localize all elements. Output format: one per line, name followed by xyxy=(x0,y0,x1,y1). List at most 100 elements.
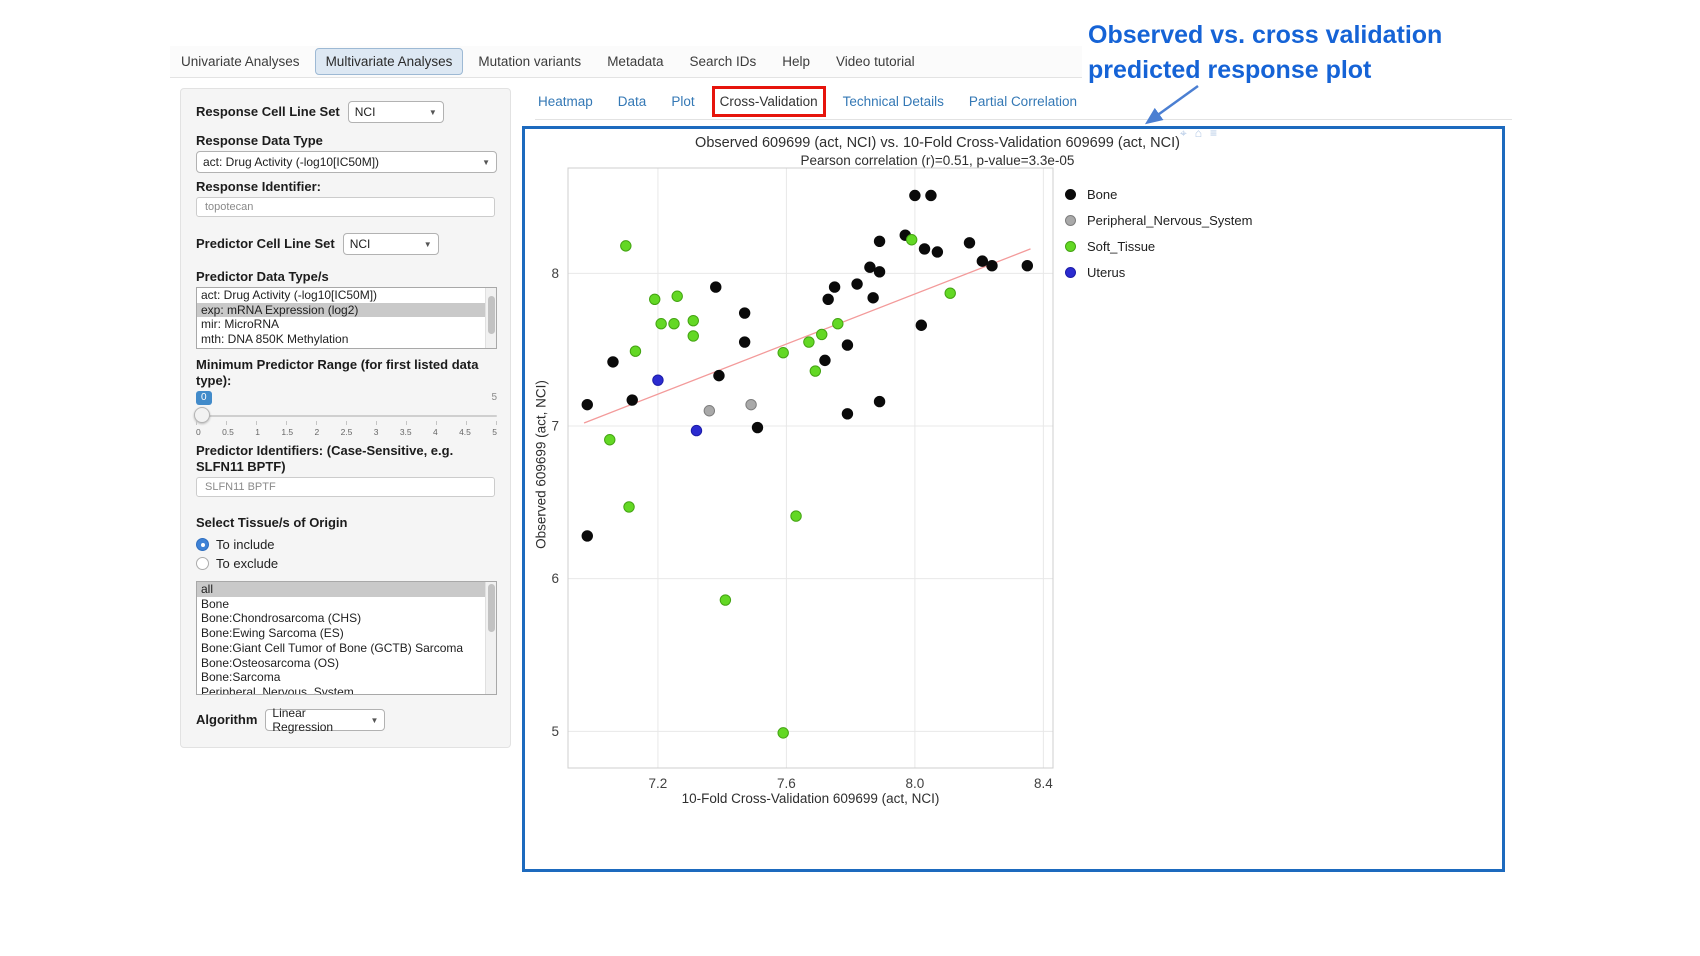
chart-subtitle: Pearson correlation (r)=0.51, p-value=3.… xyxy=(800,153,1075,168)
nav-tab-mutation-variants[interactable]: Mutation variants xyxy=(478,54,582,69)
response-cell-line-set-label: Response Cell Line Set xyxy=(196,104,340,119)
svg-text:8: 8 xyxy=(551,266,559,281)
algorithm-select[interactable]: Linear Regression ▼ xyxy=(265,706,386,734)
svg-text:5: 5 xyxy=(551,724,559,739)
list-item[interactable]: act: Drug Activity (-log10[IC50M]) xyxy=(201,288,378,302)
svg-text:6: 6 xyxy=(551,571,559,586)
svg-text:7.6: 7.6 xyxy=(777,776,796,791)
predictor-data-types-listbox[interactable]: act: Drug Activity (-log10[IC50M]) exp: … xyxy=(196,287,497,349)
legend-label: Bone xyxy=(1087,187,1118,202)
crosshair-icon[interactable]: ⌖ xyxy=(1180,126,1195,140)
svg-text:7: 7 xyxy=(551,419,559,434)
scrollbar[interactable] xyxy=(485,288,496,348)
predictor-identifiers-label: Predictor Identifiers: (Case-Sensitive, … xyxy=(196,443,454,474)
slider-tick-labels: 0 0.5 1 1.5 2 2.5 3 3.5 4 4.5 5 xyxy=(196,427,497,437)
nav-tab-multivariate-analyses[interactable]: Multivariate Analyses xyxy=(314,48,464,75)
home-icon[interactable]: ⌂ xyxy=(1194,126,1211,140)
y-axis-label: Observed 609699 (act, NCI) xyxy=(533,380,549,549)
list-item-selected[interactable]: exp: mRNA Expression (log2) xyxy=(197,302,496,318)
list-item[interactable]: Peripheral_Nervous_System xyxy=(201,684,354,695)
tab-cross-validation[interactable]: Cross-Validation xyxy=(711,86,826,117)
radio-button-icon[interactable] xyxy=(196,557,209,570)
slider-max-label: 5 xyxy=(491,392,497,403)
cross-validation-plot-panel: ⌖⌂≡ Observed 609699 (act, NCI) vs. 10-Fo… xyxy=(522,126,1505,872)
tab-plot[interactable]: Plot xyxy=(671,94,695,109)
response-identifier-input[interactable] xyxy=(196,197,495,217)
predictor-identifiers-input[interactable] xyxy=(196,477,495,497)
chevron-down-icon: ▼ xyxy=(428,107,437,117)
algorithm-label: Algorithm xyxy=(196,712,258,727)
tissue-origin-listbox[interactable]: all Bone Bone:Chondrosarcoma (CHS) Bone:… xyxy=(196,581,497,695)
list-item[interactable]: mir: MicroRNA xyxy=(201,317,279,332)
list-item[interactable]: Bone:Giant Cell Tumor of Bone (GCTB) Sar… xyxy=(201,640,464,655)
legend-dot-icon xyxy=(1065,241,1076,252)
nav-tab-search-ids[interactable]: Search IDs xyxy=(689,54,757,69)
list-item[interactable]: mth: DNA 850K Methylation xyxy=(201,332,349,347)
tab-partial-correlation[interactable]: Partial Correlation xyxy=(968,94,1077,109)
menu-icon[interactable]: ≡ xyxy=(1210,126,1226,140)
legend-dot-icon xyxy=(1065,267,1076,278)
predictor-cell-line-set-label: Predictor Cell Line Set xyxy=(196,236,335,251)
list-item[interactable]: Bone:Osteosarcoma (OS) xyxy=(201,655,340,670)
algorithm-value: Linear Regression xyxy=(272,706,334,734)
legend-item-bone[interactable]: Bone xyxy=(1065,187,1252,202)
nav-tab-video-tutorial[interactable]: Video tutorial xyxy=(836,54,915,69)
legend-item-peripheral-nervous-system[interactable]: Peripheral_Nervous_System xyxy=(1065,213,1252,228)
list-item-selected[interactable]: all xyxy=(197,582,496,597)
plot-legend: Bone Peripheral_Nervous_System Soft_Tiss… xyxy=(1065,187,1252,280)
radio-label: To exclude xyxy=(216,556,279,571)
nav-tab-help[interactable]: Help xyxy=(782,54,811,69)
response-cell-line-set-select[interactable]: NCI ▼ xyxy=(347,101,444,123)
svg-text:7.2: 7.2 xyxy=(649,776,668,791)
list-item[interactable]: Bone:Chondrosarcoma (CHS) xyxy=(201,611,362,626)
radio-to-exclude[interactable]: To exclude xyxy=(196,554,495,573)
legend-label: Soft_Tissue xyxy=(1087,239,1156,254)
predictor-cell-line-set-value: NCI xyxy=(349,237,371,251)
list-item[interactable]: Bone:Ewing Sarcoma (ES) xyxy=(201,626,344,641)
radio-to-include[interactable]: To include xyxy=(196,535,495,554)
response-identifier-label: Response Identifier: xyxy=(196,179,321,194)
plot-modebar[interactable]: ⌖⌂≡ xyxy=(1180,126,1226,141)
tab-data[interactable]: Data xyxy=(617,94,647,109)
tab-technical-details[interactable]: Technical Details xyxy=(842,94,944,109)
legend-dot-icon xyxy=(1065,189,1076,200)
response-data-type-value: act: Drug Activity (-log10[IC50M]) xyxy=(203,155,380,169)
slider-track[interactable] xyxy=(194,407,497,423)
tab-heatmap[interactable]: Heatmap xyxy=(538,94,593,109)
predictor-cell-line-set-select[interactable]: NCI ▼ xyxy=(342,233,439,255)
min-predictor-range-slider[interactable]: 0 5 0 0.5 1 1.5 2 2.5 3 3.5 4 4.5 5 xyxy=(194,391,497,439)
chevron-down-icon: ▼ xyxy=(370,715,379,725)
annotation-line2: predicted response plot xyxy=(1088,56,1372,84)
annotation-line1: Observed vs. cross validation xyxy=(1088,21,1443,49)
response-cell-line-set-value: NCI xyxy=(354,105,376,119)
list-item[interactable]: Bone xyxy=(201,596,230,611)
predictor-data-types-label: Predictor Data Type/s xyxy=(196,269,329,284)
scrollbar[interactable] xyxy=(485,582,496,694)
chevron-down-icon: ▼ xyxy=(423,239,432,249)
legend-item-uterus[interactable]: Uterus xyxy=(1065,265,1252,280)
svg-text:8.4: 8.4 xyxy=(1034,776,1053,791)
legend-label: Uterus xyxy=(1087,265,1126,280)
top-navbar: Univariate Analyses Multivariate Analyse… xyxy=(170,46,1082,78)
annotation-heading: Observed vs. cross validation predicted … xyxy=(1088,18,1442,88)
parameters-sidebar: Response Cell Line Set NCI ▼ Response Da… xyxy=(180,88,511,748)
tabbar-divider xyxy=(535,119,1512,120)
scatter-plot[interactable]: 7.2 7.6 8.0 8.4 5 6 7 8 xyxy=(525,129,1502,869)
response-data-type-label: Response Data Type xyxy=(196,133,323,148)
tissue-origin-label: Select Tissue/s of Origin xyxy=(196,515,348,530)
min-predictor-range-label: Minimum Predictor Range (for first liste… xyxy=(196,357,479,388)
legend-item-soft-tissue[interactable]: Soft_Tissue xyxy=(1065,239,1252,254)
nav-tab-metadata[interactable]: Metadata xyxy=(607,54,664,69)
slider-value-badge: 0 xyxy=(196,391,212,405)
slider-gridticks xyxy=(196,421,497,425)
radio-button-icon[interactable] xyxy=(196,538,209,551)
result-tabs: Heatmap Data Plot Cross-Validation Techn… xyxy=(538,86,1077,117)
nav-tab-univariate-analyses[interactable]: Univariate Analyses xyxy=(181,54,300,69)
svg-text:8.0: 8.0 xyxy=(905,776,924,791)
list-item[interactable]: Bone:Sarcoma xyxy=(201,670,281,685)
chevron-down-icon: ▼ xyxy=(482,157,490,167)
legend-label: Peripheral_Nervous_System xyxy=(1087,213,1253,228)
x-axis-label: 10-Fold Cross-Validation 609699 (act, NC… xyxy=(681,791,940,806)
radio-label: To include xyxy=(216,537,275,552)
response-data-type-select[interactable]: act: Drug Activity (-log10[IC50M]) ▼ xyxy=(196,151,497,173)
